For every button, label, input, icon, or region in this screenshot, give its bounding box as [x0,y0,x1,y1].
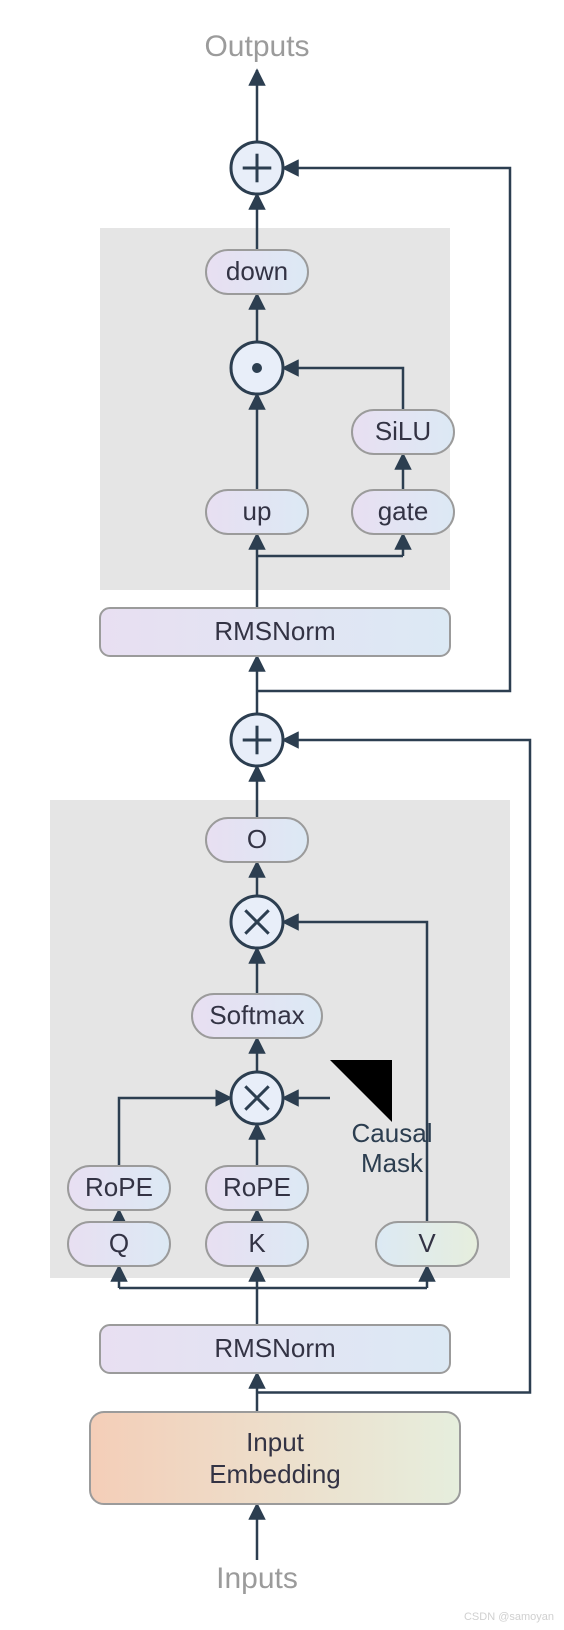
causal-label-2: Mask [361,1148,424,1178]
q-proj-label: Q [109,1228,129,1258]
rmsnorm-1-label: RMSNorm [214,1333,335,1363]
up-proj-label: up [243,496,272,526]
outputs-label: Outputs [204,30,309,63]
silu-node-label: SiLU [375,416,431,446]
causal-label-1: Causal [352,1118,433,1148]
o-proj-label: O [247,824,267,854]
transformer-block-diagram: Outputs down SiLU up gate RMSNorm O Softmax Caus… [0,0,564,1630]
softmax-node-label: Softmax [209,1000,304,1030]
rope-k-label: RoPE [223,1172,291,1202]
rope-q-label: RoPE [85,1172,153,1202]
embed-label-2: Embedding [209,1459,341,1489]
embed-label-1: Input [246,1427,305,1457]
watermark: CSDN @samoyan [464,1611,554,1623]
down-proj-label: down [226,256,288,286]
inputs-label: Inputs [216,1562,298,1595]
k-proj-label: K [248,1228,266,1258]
v-proj-label: V [418,1228,436,1258]
gate-proj-label: gate [378,496,429,526]
rmsnorm-2-label: RMSNorm [214,616,335,646]
